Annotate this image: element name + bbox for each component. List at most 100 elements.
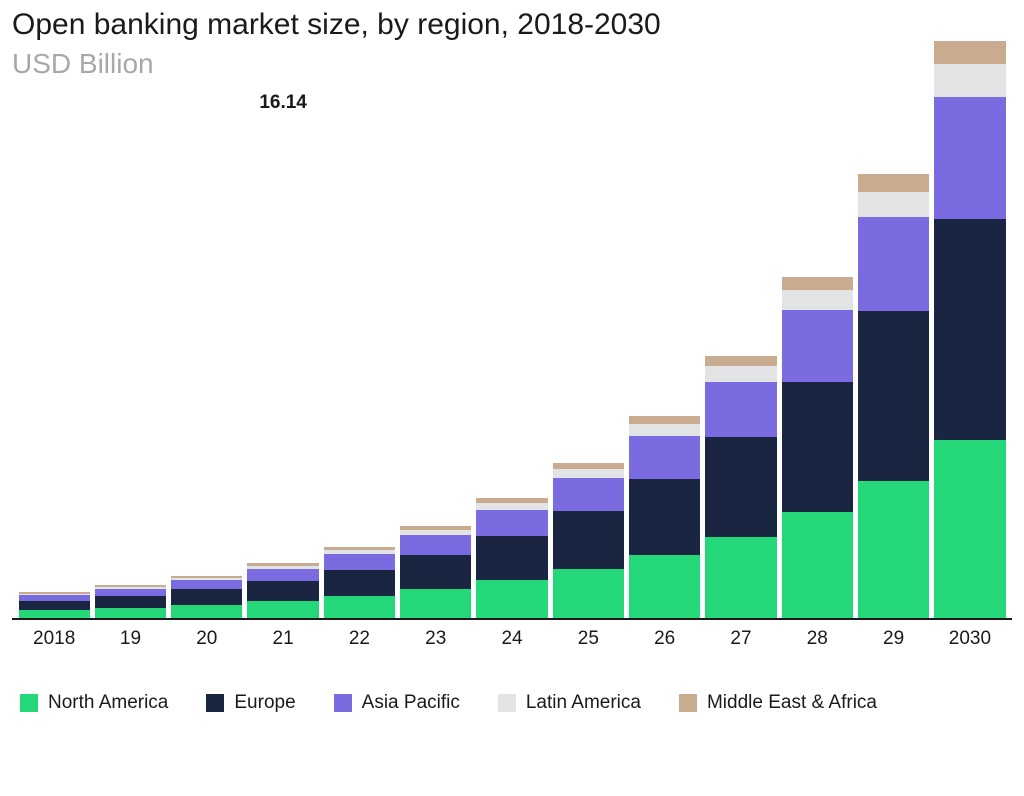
bar-stack (476, 498, 547, 618)
x-axis-labels: 201819202122232425262728292030 (12, 620, 1012, 650)
bar-segment-asia_pacific (247, 569, 318, 581)
bar-segment-asia_pacific (324, 554, 395, 569)
bar-segment-north_america (247, 601, 318, 618)
bar-segment-mea (858, 174, 929, 191)
bar-segment-latin_america (934, 64, 1005, 98)
bar-column (171, 120, 242, 618)
bar-column (629, 120, 700, 618)
legend-swatch (206, 694, 224, 712)
bar-stack (934, 41, 1005, 618)
bar-segment-europe (95, 596, 166, 608)
bar-segment-north_america (19, 610, 90, 618)
bar-segment-north_america (629, 555, 700, 618)
x-axis-label: 28 (782, 628, 853, 650)
x-axis-label: 23 (400, 628, 471, 650)
bar-segment-latin_america (476, 503, 547, 510)
bar-segment-europe (247, 581, 318, 601)
bar-segment-europe (476, 536, 547, 581)
bar-segment-north_america (782, 512, 853, 618)
bar-segment-north_america (553, 569, 624, 618)
legend: North America Europe Asia Pacific Latin Ame… (12, 692, 1012, 714)
bar-segment-asia_pacific (400, 535, 471, 555)
bar-segment-latin_america (858, 192, 929, 218)
bar-segment-north_america (858, 481, 929, 618)
legend-label: Asia Pacific (362, 692, 460, 714)
bar-stack (553, 463, 624, 618)
bar-segment-latin_america (553, 469, 624, 478)
bar-segment-europe (934, 219, 1005, 440)
bar-stack (782, 277, 853, 618)
x-axis-label: 21 (247, 628, 318, 650)
x-axis-label: 27 (705, 628, 776, 650)
bar-column (782, 120, 853, 618)
legend-swatch (334, 694, 352, 712)
chart-title: Open banking market size, by region, 201… (12, 8, 1012, 42)
bar-segment-mea (705, 356, 776, 366)
legend-item-mea: Middle East & Africa (679, 692, 877, 714)
x-axis-label: 29 (858, 628, 929, 650)
bar-stack (400, 526, 471, 618)
legend-item-latin_america: Latin America (498, 692, 641, 714)
bar-segment-north_america (400, 589, 471, 618)
x-axis-label: 20 (171, 628, 242, 650)
bar-stack (19, 592, 90, 618)
bar-column (400, 120, 471, 618)
x-axis-label: 25 (553, 628, 624, 650)
bar-column (858, 120, 929, 618)
bar-segment-europe (629, 479, 700, 555)
bar-column (553, 120, 624, 618)
bar-value-annotation: 16.14 (259, 92, 307, 114)
legend-label: North America (48, 692, 168, 714)
bar-segment-europe (705, 437, 776, 536)
bar-stack (324, 547, 395, 618)
bar-segment-asia_pacific (629, 436, 700, 479)
x-axis-label: 26 (629, 628, 700, 650)
bar-segment-europe (858, 311, 929, 481)
bar-stack (95, 585, 166, 618)
legend-item-north_america: North America (20, 692, 168, 714)
bar-chart: 16.14 (12, 120, 1012, 620)
bar-segment-north_america (324, 596, 395, 618)
bar-segment-latin_america (782, 290, 853, 310)
bar-segment-europe (19, 601, 90, 610)
bar-segment-latin_america (705, 366, 776, 381)
x-axis-label: 2030 (934, 628, 1005, 650)
legend-item-asia_pacific: Asia Pacific (334, 692, 460, 714)
bar-column: 16.14 (247, 120, 318, 618)
legend-swatch (498, 694, 516, 712)
bar-column (95, 120, 166, 618)
legend-label: Europe (234, 692, 295, 714)
legend-label: Middle East & Africa (707, 692, 877, 714)
bar-segment-north_america (95, 608, 166, 618)
bar-segment-europe (553, 511, 624, 570)
chart-subtitle: USD Billion (12, 48, 1012, 80)
bar-segment-asia_pacific (95, 589, 166, 596)
chart-area: 16.14 201819202122232425262728292030 (12, 120, 1012, 650)
bar-segment-north_america (705, 537, 776, 618)
bar-segment-latin_america (629, 424, 700, 436)
bar-segment-mea (782, 277, 853, 290)
bar-segment-asia_pacific (705, 382, 776, 438)
bar-column (324, 120, 395, 618)
bar-segment-asia_pacific (476, 510, 547, 535)
x-axis-label: 24 (476, 628, 547, 650)
legend-item-europe: Europe (206, 692, 295, 714)
bar-segment-north_america (476, 580, 547, 618)
legend-swatch (679, 694, 697, 712)
bar-segment-europe (782, 382, 853, 512)
bar-segment-north_america (934, 440, 1005, 618)
bar-stack (858, 174, 929, 618)
bar-segment-asia_pacific (934, 97, 1005, 219)
bar-segment-mea (629, 416, 700, 424)
bar-segment-europe (324, 570, 395, 596)
bar-column (476, 120, 547, 618)
bar-segment-asia_pacific (553, 478, 624, 511)
bar-segment-north_america (171, 605, 242, 618)
bar-segment-asia_pacific (171, 580, 242, 589)
legend-label: Latin America (526, 692, 641, 714)
bar-stack (247, 563, 318, 618)
bar-column (19, 120, 90, 618)
bar-column (705, 120, 776, 618)
bar-column (934, 120, 1005, 618)
bar-segment-europe (400, 555, 471, 589)
